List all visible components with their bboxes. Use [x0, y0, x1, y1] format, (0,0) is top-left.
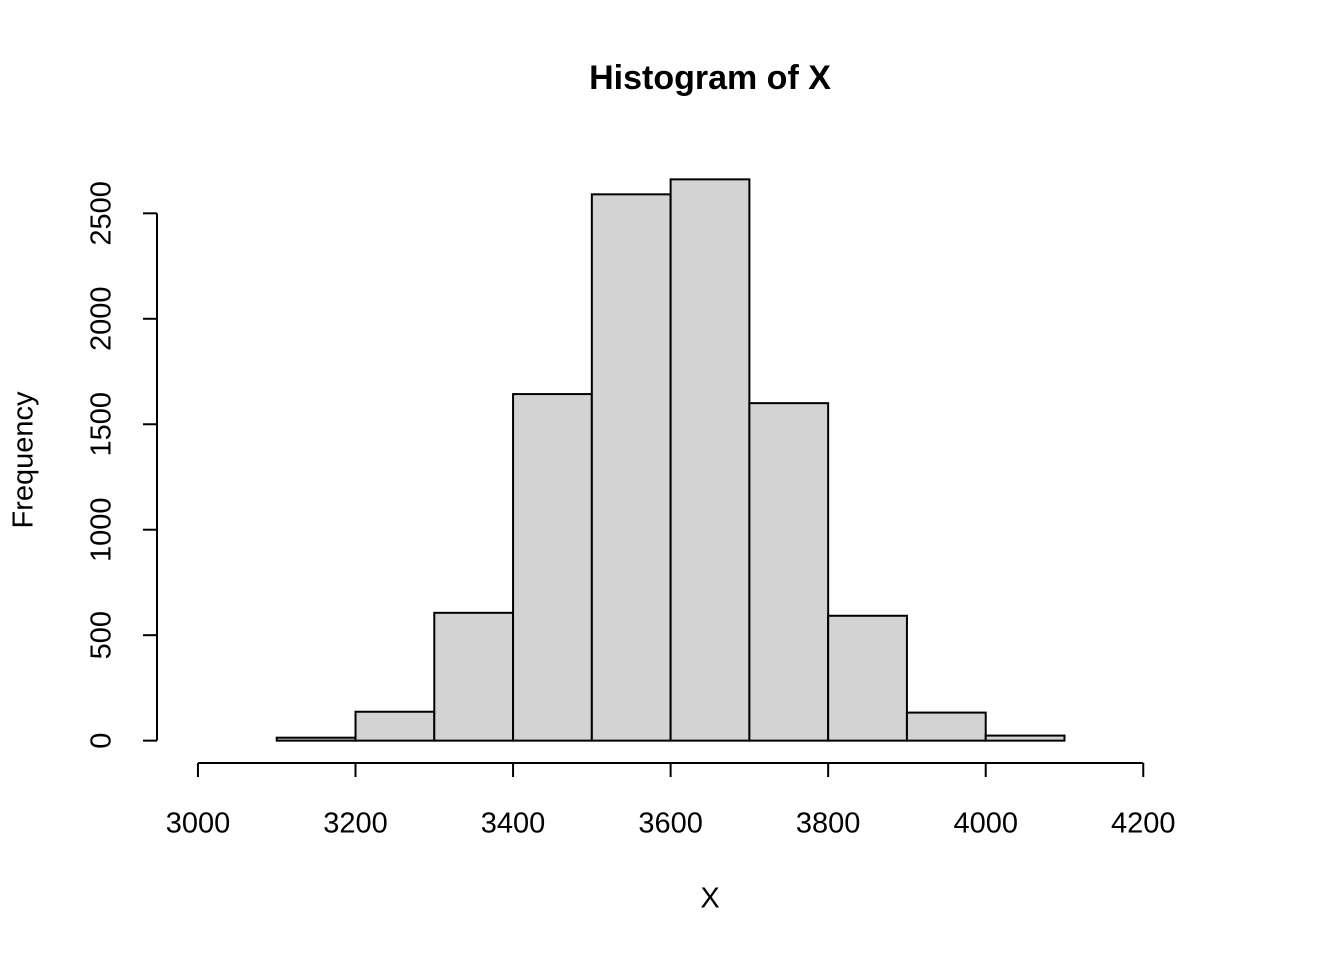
bar [905, 711, 987, 742]
bar [275, 736, 357, 742]
x-tick-label: 4200 [1111, 808, 1176, 840]
x-axis-label: X [700, 883, 719, 915]
bar [748, 402, 830, 742]
x-tick-label: 4000 [953, 808, 1018, 840]
x-tick-label: 3000 [166, 808, 231, 840]
y-axis-label: Frequency [8, 391, 40, 529]
x-tick-label: 3200 [323, 808, 388, 840]
x-tick-label: 3800 [796, 808, 861, 840]
bar [354, 710, 436, 742]
x-tick-label: 3600 [638, 808, 703, 840]
bar [827, 614, 908, 742]
bar [590, 193, 672, 742]
x-tick-label: 3400 [481, 808, 546, 840]
bar [433, 611, 515, 742]
bar [669, 178, 751, 742]
y-tick-label: 1500 [86, 392, 118, 457]
y-tick-label: 2000 [86, 287, 118, 352]
bar [512, 393, 593, 742]
y-tick-label: 0 [86, 733, 118, 749]
bar [984, 734, 1066, 742]
y-tick-label: 1000 [86, 497, 118, 562]
y-tick-label: 500 [86, 611, 118, 659]
chart-title: Histogram of X [589, 59, 831, 97]
y-tick-label: 2500 [86, 181, 118, 246]
